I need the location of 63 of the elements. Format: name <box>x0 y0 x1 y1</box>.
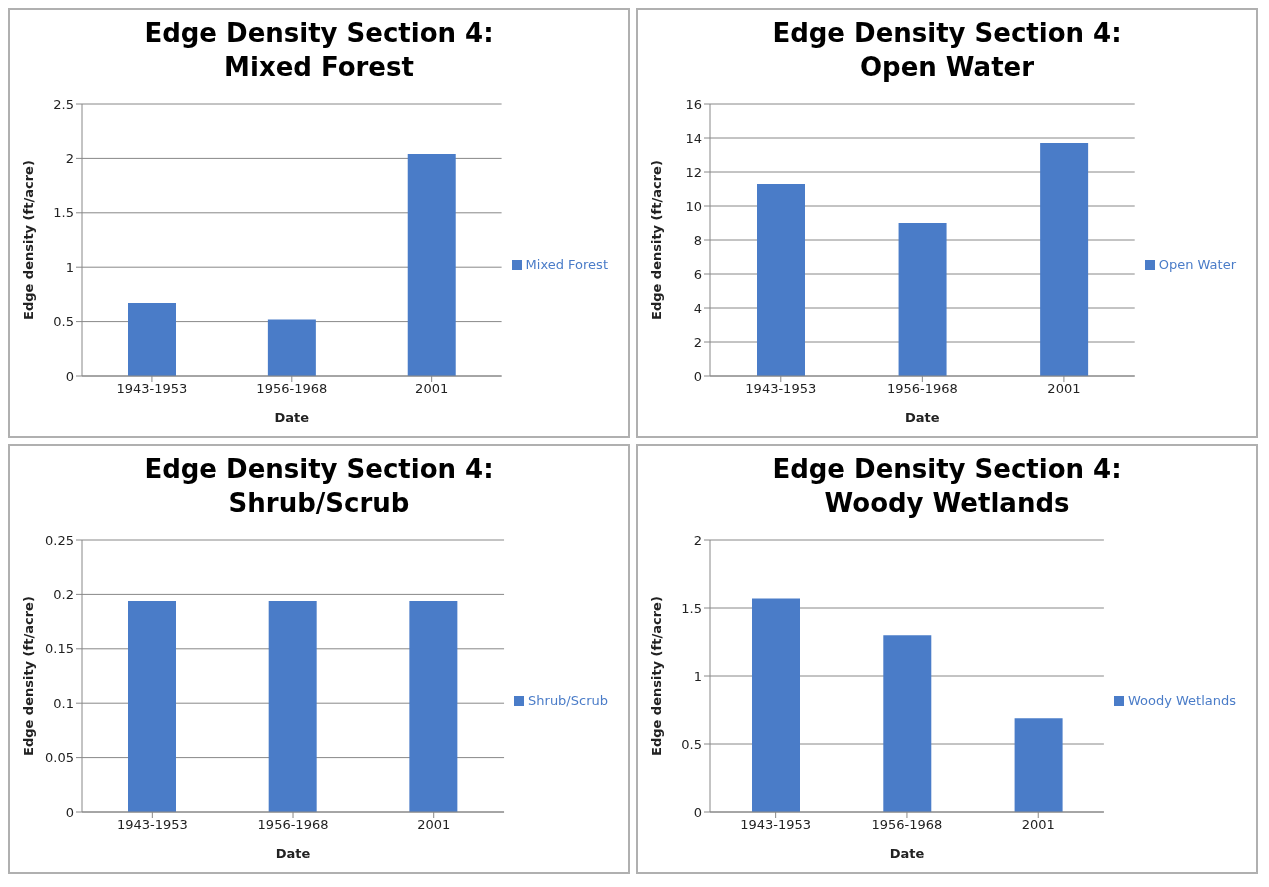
bar <box>757 183 805 376</box>
y-tick-label: 0 <box>693 368 702 384</box>
x-tick-label: 2001 <box>415 381 449 397</box>
y-axis-title: Edge density (ft/acre) <box>20 160 36 320</box>
x-axis-title: Date <box>274 410 310 425</box>
y-tick-label: 14 <box>685 130 702 146</box>
x-tick-label: 2001 <box>1047 381 1081 397</box>
bar <box>1040 143 1089 376</box>
y-tick-label: 2.5 <box>53 96 74 112</box>
chart-title: Edge Density Section 4: Woody Wetlands <box>771 453 1123 520</box>
legend-label: Shrub/Scrub <box>528 692 608 708</box>
chart-title: Edge Density Section 4: Open Water <box>771 17 1123 84</box>
x-tick-label: 1943-1953 <box>740 817 812 833</box>
y-tick-label: 16 <box>685 96 702 112</box>
y-tick-label: 0.2 <box>53 587 74 603</box>
bar <box>1014 718 1063 812</box>
bar <box>128 303 176 376</box>
legend-label: Open Water <box>1158 256 1236 272</box>
x-tick-label: 1956-1968 <box>886 381 958 397</box>
y-tick-label: 1 <box>693 668 702 684</box>
x-tick-label: 1956-1968 <box>256 381 328 397</box>
x-axis-title: Date <box>905 410 940 425</box>
chart-title: Edge Density Section 4: Mixed Forest <box>143 17 495 84</box>
legend-label: Woody Wetlands <box>1127 692 1236 708</box>
y-tick-label: 0.5 <box>53 314 74 330</box>
y-tick-label: 2 <box>693 532 702 548</box>
y-axis-title: Edge density (ft/acre) <box>648 596 664 756</box>
y-tick-label: 1.5 <box>681 600 702 616</box>
y-tick-label: 0.5 <box>681 736 702 752</box>
x-tick-label: 1956-1968 <box>871 817 943 833</box>
x-axis-title: Date <box>889 846 925 861</box>
y-tick-label: 8 <box>693 232 702 248</box>
y-tick-label: 10 <box>685 198 702 214</box>
y-tick-label: 6 <box>693 266 702 282</box>
x-tick-label: 2001 <box>417 817 451 833</box>
bar <box>407 154 456 376</box>
y-axis-title: Edge density (ft/acre) <box>20 596 36 756</box>
y-tick-label: 0 <box>65 804 74 820</box>
y-tick-label: 0.1 <box>53 695 74 711</box>
y-tick-label: 2 <box>693 334 702 350</box>
y-tick-label: 12 <box>685 164 702 180</box>
x-tick-label: 2001 <box>1021 817 1055 833</box>
chart-title: Edge Density Section 4: Shrub/Scrub <box>143 453 495 520</box>
bar <box>752 598 800 812</box>
y-tick-label: 0.05 <box>45 750 74 766</box>
x-tick-label: 1943-1953 <box>745 381 817 397</box>
x-tick-label: 1943-1953 <box>116 817 188 833</box>
bar <box>898 223 947 376</box>
bar <box>267 319 316 376</box>
y-tick-label: 0.15 <box>45 641 74 657</box>
y-tick-label: 2 <box>65 151 74 167</box>
y-tick-label: 0 <box>693 804 702 820</box>
y-tick-label: 4 <box>693 300 702 316</box>
y-tick-label: 1.5 <box>53 205 74 221</box>
y-tick-label: 0.25 <box>45 532 74 548</box>
bar <box>883 635 932 812</box>
y-axis-title: Edge density (ft/acre) <box>648 160 664 320</box>
y-tick-label: 1 <box>65 259 74 275</box>
y-tick-label: 0 <box>65 368 74 384</box>
legend-label: Mixed Forest <box>525 256 608 272</box>
x-axis-title: Date <box>275 846 311 861</box>
x-tick-label: 1943-1953 <box>116 381 188 397</box>
x-tick-label: 1956-1968 <box>257 817 329 833</box>
